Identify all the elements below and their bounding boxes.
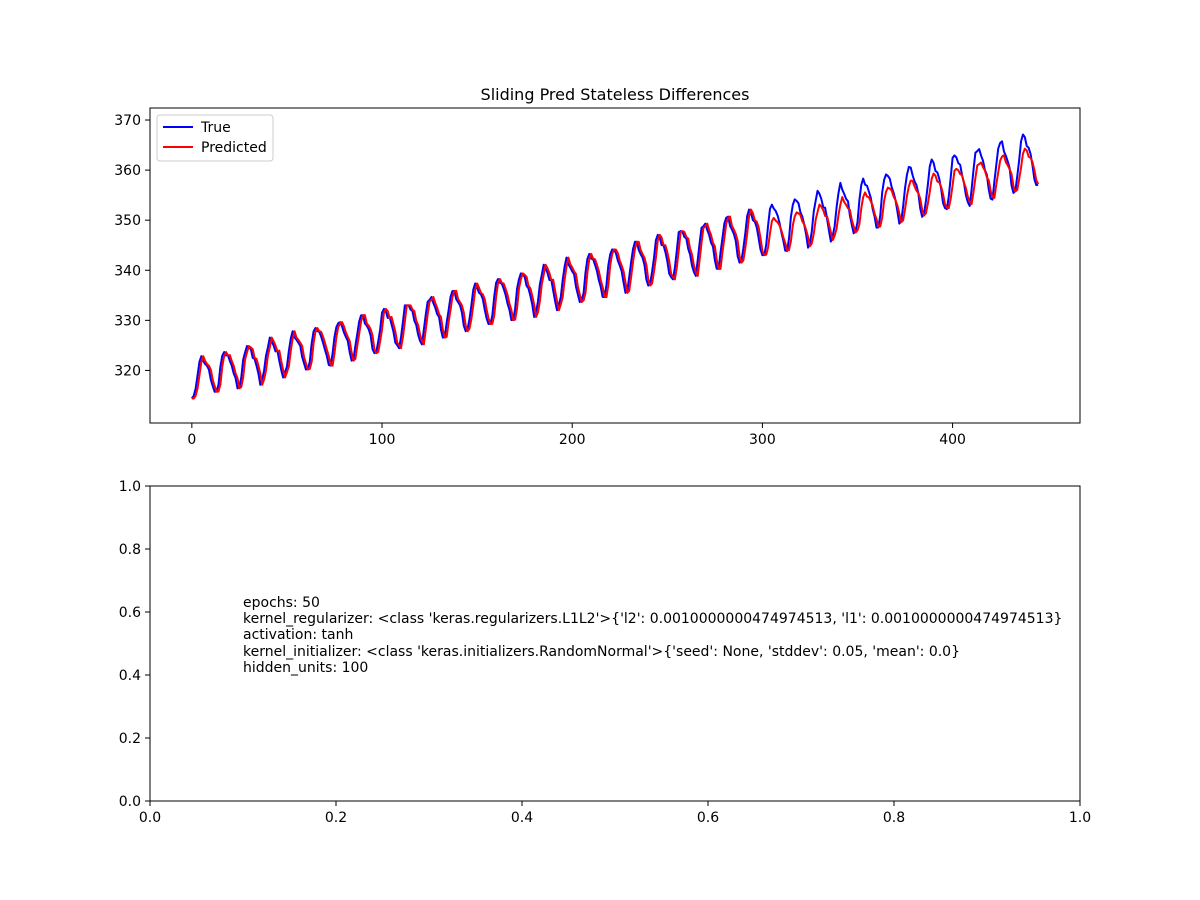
x-tick-label: 300	[749, 432, 776, 448]
x-tick-label: 0.4	[511, 810, 533, 826]
hyperparameter-annotation: epochs: 50 kernel_regularizer: <class 'k…	[243, 595, 1062, 676]
y-tick-label: 350	[114, 213, 141, 229]
annotation-line-activation: activation: tanh	[243, 627, 353, 643]
y-tick-label: 320	[114, 363, 141, 379]
top-x-axis: 0 100 200 300 400	[187, 423, 966, 448]
legend: True Predicted	[156, 114, 274, 162]
x-tick-label: 0.6	[697, 810, 719, 826]
y-tick-label: 360	[114, 163, 141, 179]
x-tick-label: 100	[369, 432, 396, 448]
x-tick-label: 0.0	[139, 810, 161, 826]
top-plot-frame	[149, 107, 1081, 424]
chart-title: Sliding Pred Stateless Differences	[481, 85, 750, 104]
top-plot: Sliding Pred Stateless Differences 0 100 2…	[114, 85, 1081, 448]
x-tick-label: 0.2	[325, 810, 347, 826]
y-tick-label: 0.6	[119, 605, 141, 621]
bottom-plot: 0.0 0.2 0.4 0.6 0.8 1.0 0.0 0.2 0.4 0.6 0.8 1.0 ep…	[119, 479, 1091, 826]
y-tick-label: 1.0	[119, 479, 141, 495]
y-tick-label: 0.0	[119, 794, 141, 810]
y-tick-label: 340	[114, 263, 141, 279]
y-tick-label: 330	[114, 313, 141, 329]
bottom-plot-frame	[149, 485, 1081, 802]
y-tick-label: 0.2	[119, 731, 141, 747]
series-line-true	[191, 133, 1039, 400]
x-tick-label: 0.8	[883, 810, 905, 826]
bottom-y-axis: 0.0 0.2 0.4 0.6 0.8 1.0	[119, 479, 150, 810]
annotation-line-kernel-initializer: kernel_initializer: <class 'keras.initia…	[243, 644, 960, 660]
top-y-axis: 320 330 340 350 360 370	[114, 113, 150, 379]
x-tick-label: 1.0	[1069, 810, 1091, 826]
legend-label-predicted: Predicted	[201, 140, 267, 156]
x-tick-label: 0	[187, 432, 196, 448]
x-tick-label: 400	[939, 432, 966, 448]
x-tick-label: 200	[559, 432, 586, 448]
y-tick-label: 370	[114, 113, 141, 129]
y-tick-label: 0.8	[119, 542, 141, 558]
bottom-x-axis: 0.0 0.2 0.4 0.6 0.8 1.0	[139, 801, 1091, 826]
top-plot-lines	[191, 133, 1040, 400]
y-tick-label: 0.4	[119, 668, 141, 684]
legend-label-true: True	[200, 120, 231, 136]
annotation-line-epochs: epochs: 50	[243, 595, 320, 611]
annotation-line-kernel-regularizer: kernel_regularizer: <class 'keras.regula…	[243, 611, 1062, 627]
annotation-line-hidden-units: hidden_units: 100	[243, 660, 368, 676]
series-line-predicted	[191, 147, 1040, 400]
